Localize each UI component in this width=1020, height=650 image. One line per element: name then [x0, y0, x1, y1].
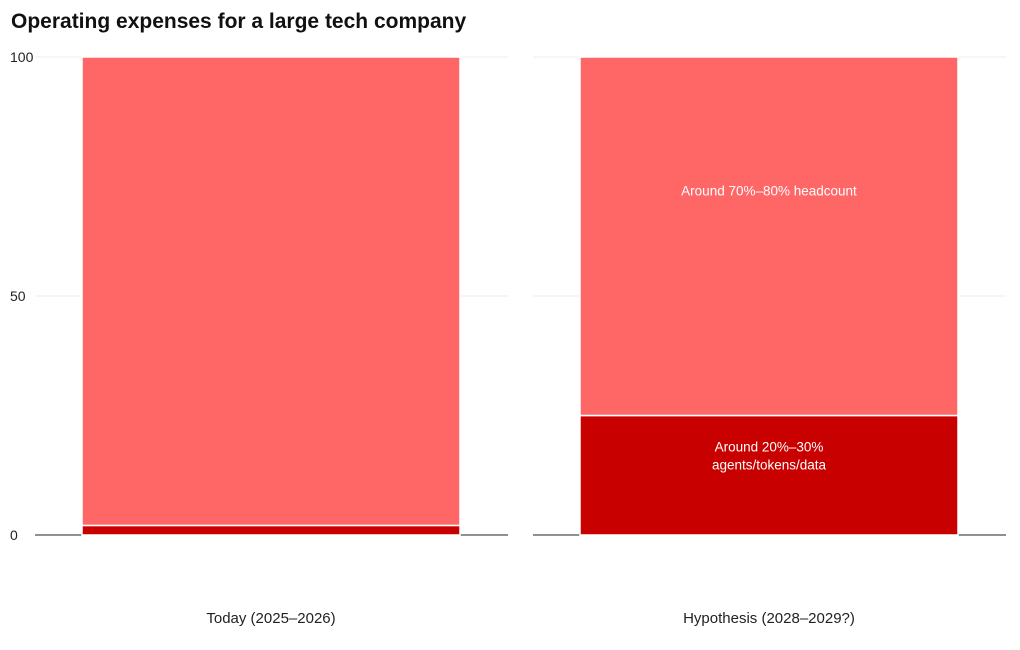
y-tick-label-50: 50: [10, 288, 26, 304]
bar-segment-0-0: [81, 524, 461, 536]
category-label-1: Hypothesis (2028–2029?): [683, 610, 855, 627]
segment-label-1-1: Around 70%–80% headcount: [681, 183, 857, 198]
y-tick-label-100: 100: [10, 49, 34, 65]
chart-title: Operating expenses for a large tech comp…: [11, 10, 467, 33]
bar-segment-1-0: [579, 414, 959, 536]
label-layer: 0 50 100 Today (2025–2026) Around 20%–30% age…: [10, 49, 857, 627]
bar-layer: [81, 56, 959, 536]
bar-segment-0-1: [81, 56, 461, 527]
y-tick-label-0: 0: [10, 527, 18, 543]
bar-segment-1-1: [579, 56, 959, 417]
category-label-0: Today (2025–2026): [206, 610, 335, 627]
segment-label-1-0: Around 20%–30% agents/tokens/data: [712, 439, 827, 472]
